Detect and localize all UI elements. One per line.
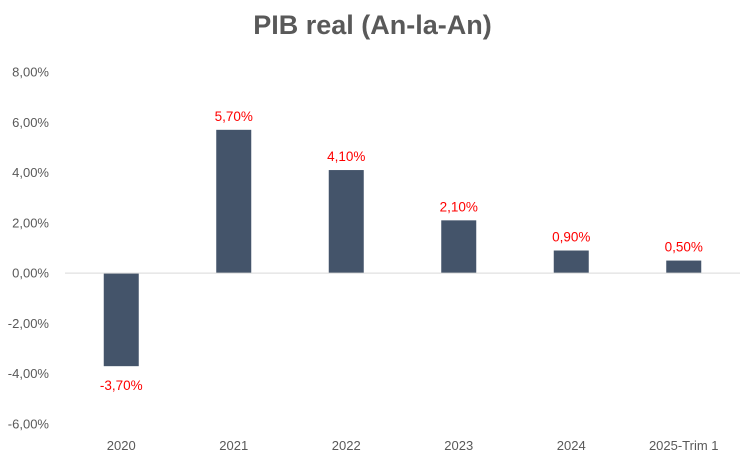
bar-2020 bbox=[103, 273, 139, 367]
data-labels: -3,70% 5,70% 4,10% 2,10% 0,90% 0,50% bbox=[100, 109, 703, 393]
chart-title: PIB real (An-la-An) bbox=[253, 10, 492, 40]
x-tick-label: 2023 bbox=[444, 438, 473, 453]
y-tick-label: -6,00% bbox=[8, 417, 50, 432]
bar-2024 bbox=[553, 250, 589, 274]
bar-2023 bbox=[441, 220, 477, 274]
y-tick-label: 2,00% bbox=[12, 215, 49, 230]
x-axis-labels: 2020 2021 2022 2023 2024 2025-Trim 1 bbox=[107, 438, 719, 453]
y-tick-label: 4,00% bbox=[12, 165, 49, 180]
data-label: 0,50% bbox=[665, 240, 703, 255]
x-tick-label: 2025-Trim 1 bbox=[649, 438, 719, 453]
bars bbox=[103, 129, 702, 367]
bar-2025-trim-1 bbox=[666, 260, 702, 274]
y-tick-label: -4,00% bbox=[8, 366, 50, 381]
data-label: 2,10% bbox=[440, 199, 478, 214]
y-axis-ticks: 8,00% 6,00% 4,00% 2,00% 0,00% -2,00% -4,00% -6,… bbox=[8, 65, 50, 432]
bar-2022 bbox=[328, 170, 364, 274]
x-tick-label: 2020 bbox=[107, 438, 136, 453]
data-label: 4,10% bbox=[327, 149, 365, 164]
y-tick-label: -2,00% bbox=[8, 316, 50, 331]
y-tick-label: 6,00% bbox=[12, 115, 49, 130]
y-tick-label: 8,00% bbox=[12, 65, 49, 80]
x-tick-label: 2022 bbox=[332, 438, 361, 453]
bar-2021 bbox=[216, 129, 252, 274]
data-label: 5,70% bbox=[215, 109, 253, 124]
x-tick-label: 2024 bbox=[557, 438, 586, 453]
data-label: 0,90% bbox=[552, 230, 590, 245]
data-label: -3,70% bbox=[100, 378, 143, 393]
y-tick-label: 0,00% bbox=[12, 266, 49, 281]
x-tick-label: 2021 bbox=[219, 438, 248, 453]
